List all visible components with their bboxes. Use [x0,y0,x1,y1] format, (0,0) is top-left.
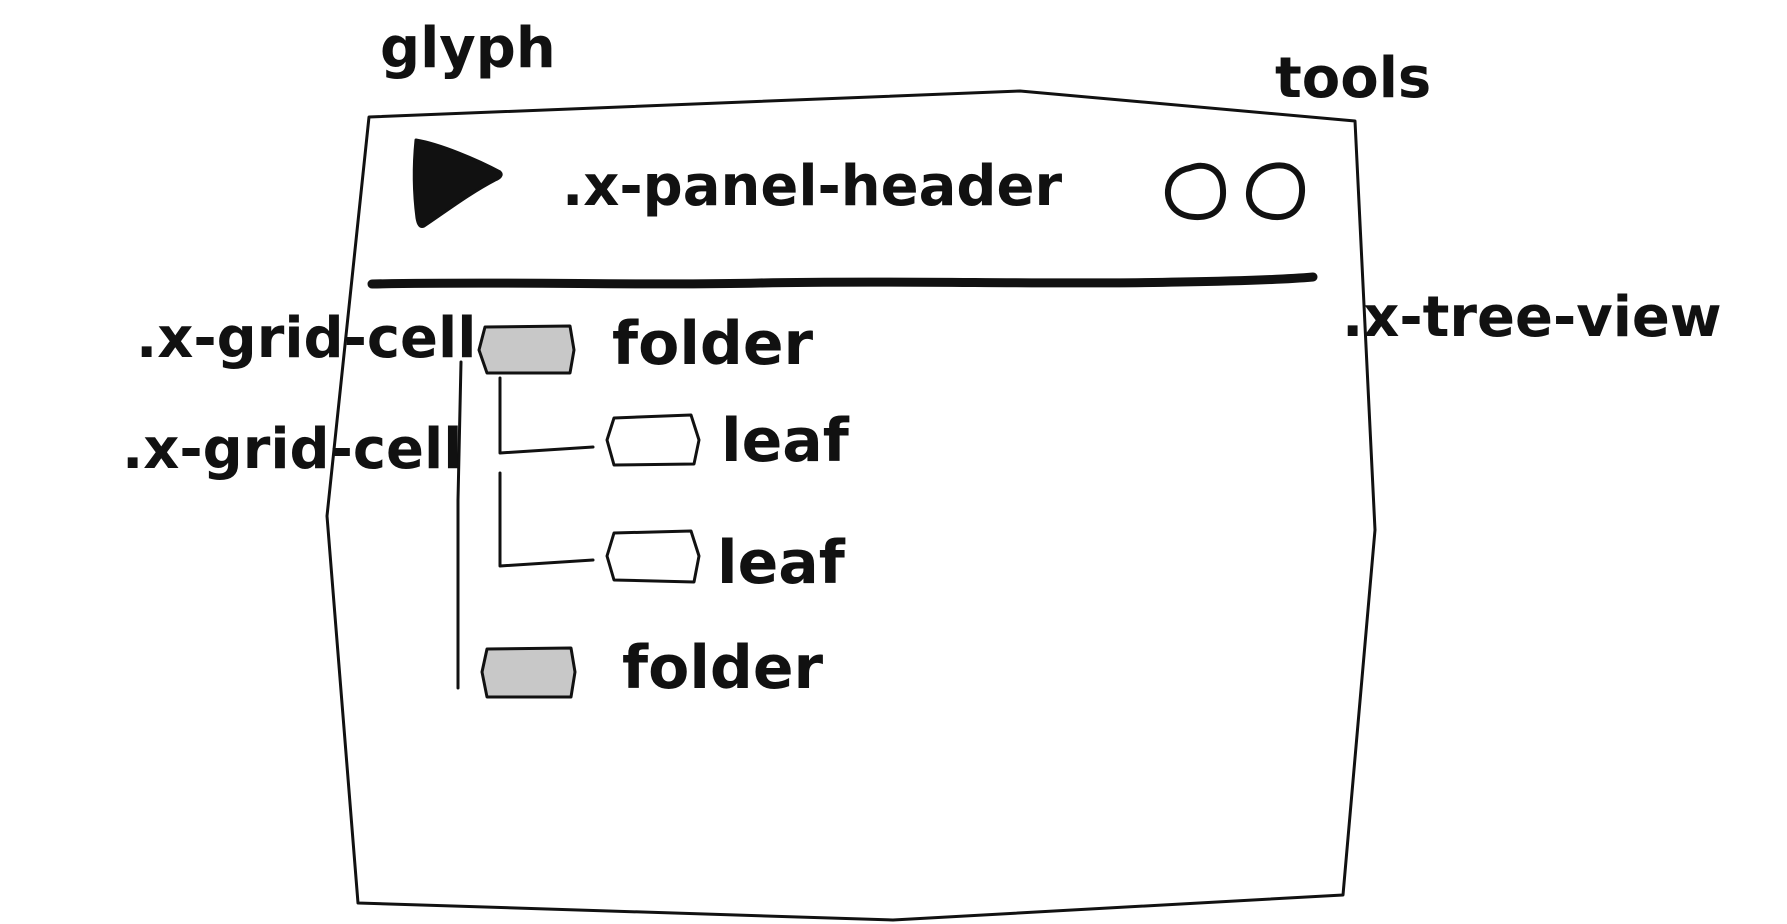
panel-header-title: .x-panel-header [562,154,1063,219]
callout-tools: tools [1275,46,1431,111]
callout-grid-cell: .x-grid-cell [122,417,462,482]
tree-node-label: folder [622,633,824,703]
tree-node-label: leaf [717,528,846,598]
tree-branch-connector [498,471,595,568]
tree-root-connector [456,360,463,690]
callout-grid-cell: .x-grid-cell [136,306,476,371]
tree-node-label: folder [612,309,814,379]
folder-icon [480,646,577,699]
collapse-triangle-icon[interactable] [412,138,503,228]
folder-icon [477,324,576,375]
callout-tree-view: .x-tree-view [1342,285,1722,350]
leaf-icon [605,529,701,584]
circle-tool-icon[interactable] [1245,162,1306,221]
panel-outline [325,89,1377,922]
tree-node-label: leaf [721,406,850,476]
leaf-icon [605,413,701,467]
tree-branch-connector [498,376,595,455]
circle-tool-icon[interactable] [1164,162,1227,221]
header-divider [367,272,1318,289]
callout-glyph: glyph [380,16,556,81]
